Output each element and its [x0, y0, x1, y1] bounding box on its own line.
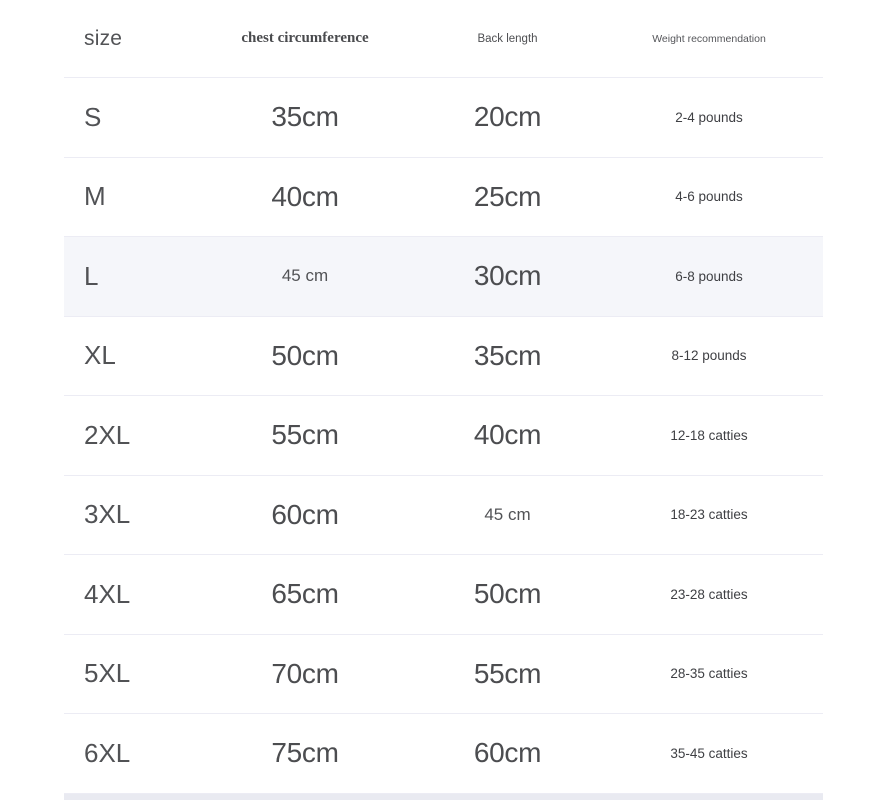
size-cell: 5XL — [84, 658, 131, 689]
back-cell: 40cm — [473, 419, 542, 451]
size-cell: 4XL — [84, 578, 131, 609]
table-row: 3XL 60cm 45 cm 18-23 catties — [64, 476, 823, 555]
header-weight-recommendation: Weight recommendation — [652, 32, 766, 45]
size-cell: XL — [84, 340, 116, 371]
back-cell: 25cm — [473, 180, 542, 212]
back-cell: 60cm — [473, 737, 542, 769]
weight-cell: 28-35 catties — [670, 666, 748, 682]
chest-cell: 60cm — [271, 498, 339, 530]
table-row: 6XL 75cm 60cm 35-45 catties — [64, 714, 823, 794]
size-cell: 3XL — [84, 499, 131, 530]
chest-cell: 75cm — [271, 737, 339, 769]
table-row: 2XL 55cm 40cm 12-18 catties — [64, 396, 823, 476]
chest-cell: 40cm — [271, 180, 339, 212]
header-back-length: Back length — [477, 32, 538, 45]
back-cell: 45 cm — [484, 504, 531, 524]
table-row: 5XL 70cm 55cm 28-35 catties — [64, 635, 823, 714]
weight-cell: 18-23 catties — [670, 507, 748, 523]
chest-cell: 65cm — [271, 578, 339, 610]
table-row: M 40cm 25cm 4-6 pounds — [64, 158, 823, 237]
table-row: S 35cm 20cm 2-4 pounds — [64, 78, 823, 158]
weight-cell: 23-28 catties — [670, 586, 748, 602]
back-cell: 30cm — [473, 260, 542, 292]
next-row-top-edge — [64, 793, 823, 800]
weight-cell: 2-4 pounds — [675, 109, 743, 125]
back-cell: 20cm — [473, 101, 542, 133]
weight-cell: 4-6 pounds — [675, 189, 743, 205]
table-row: 4XL 65cm 50cm 23-28 catties — [64, 555, 823, 635]
chest-cell: 70cm — [271, 657, 339, 689]
chest-cell: 55cm — [271, 419, 339, 451]
back-cell: 50cm — [473, 578, 542, 610]
weight-cell: 35-45 catties — [670, 745, 748, 761]
header-chest-circumference: chest circumference — [241, 30, 369, 46]
size-cell: 2XL — [84, 419, 131, 450]
size-cell: S — [84, 101, 102, 132]
size-chart-table: size chest circumference Back length Wei… — [64, 0, 823, 800]
header-size: size — [84, 26, 123, 50]
weight-cell: 12-18 catties — [670, 427, 748, 443]
size-cell: M — [84, 181, 106, 212]
table-row: L 45 cm 30cm 6-8 pounds — [64, 237, 823, 317]
table-header-row: size chest circumference Back length Wei… — [64, 0, 823, 78]
back-cell: 35cm — [473, 339, 542, 371]
chest-cell: 45 cm — [281, 266, 329, 286]
table-row: XL 50cm 35cm 8-12 pounds — [64, 317, 823, 396]
table-body: S 35cm 20cm 2-4 pounds M 40cm 25cm 4-6 p… — [64, 78, 823, 794]
size-cell: L — [84, 260, 99, 291]
chest-cell: 50cm — [271, 339, 339, 371]
size-cell: 6XL — [84, 737, 131, 768]
weight-cell: 8-12 pounds — [671, 348, 747, 364]
chest-cell: 35cm — [271, 101, 339, 133]
weight-cell: 6-8 pounds — [675, 268, 743, 284]
back-cell: 55cm — [473, 657, 542, 689]
